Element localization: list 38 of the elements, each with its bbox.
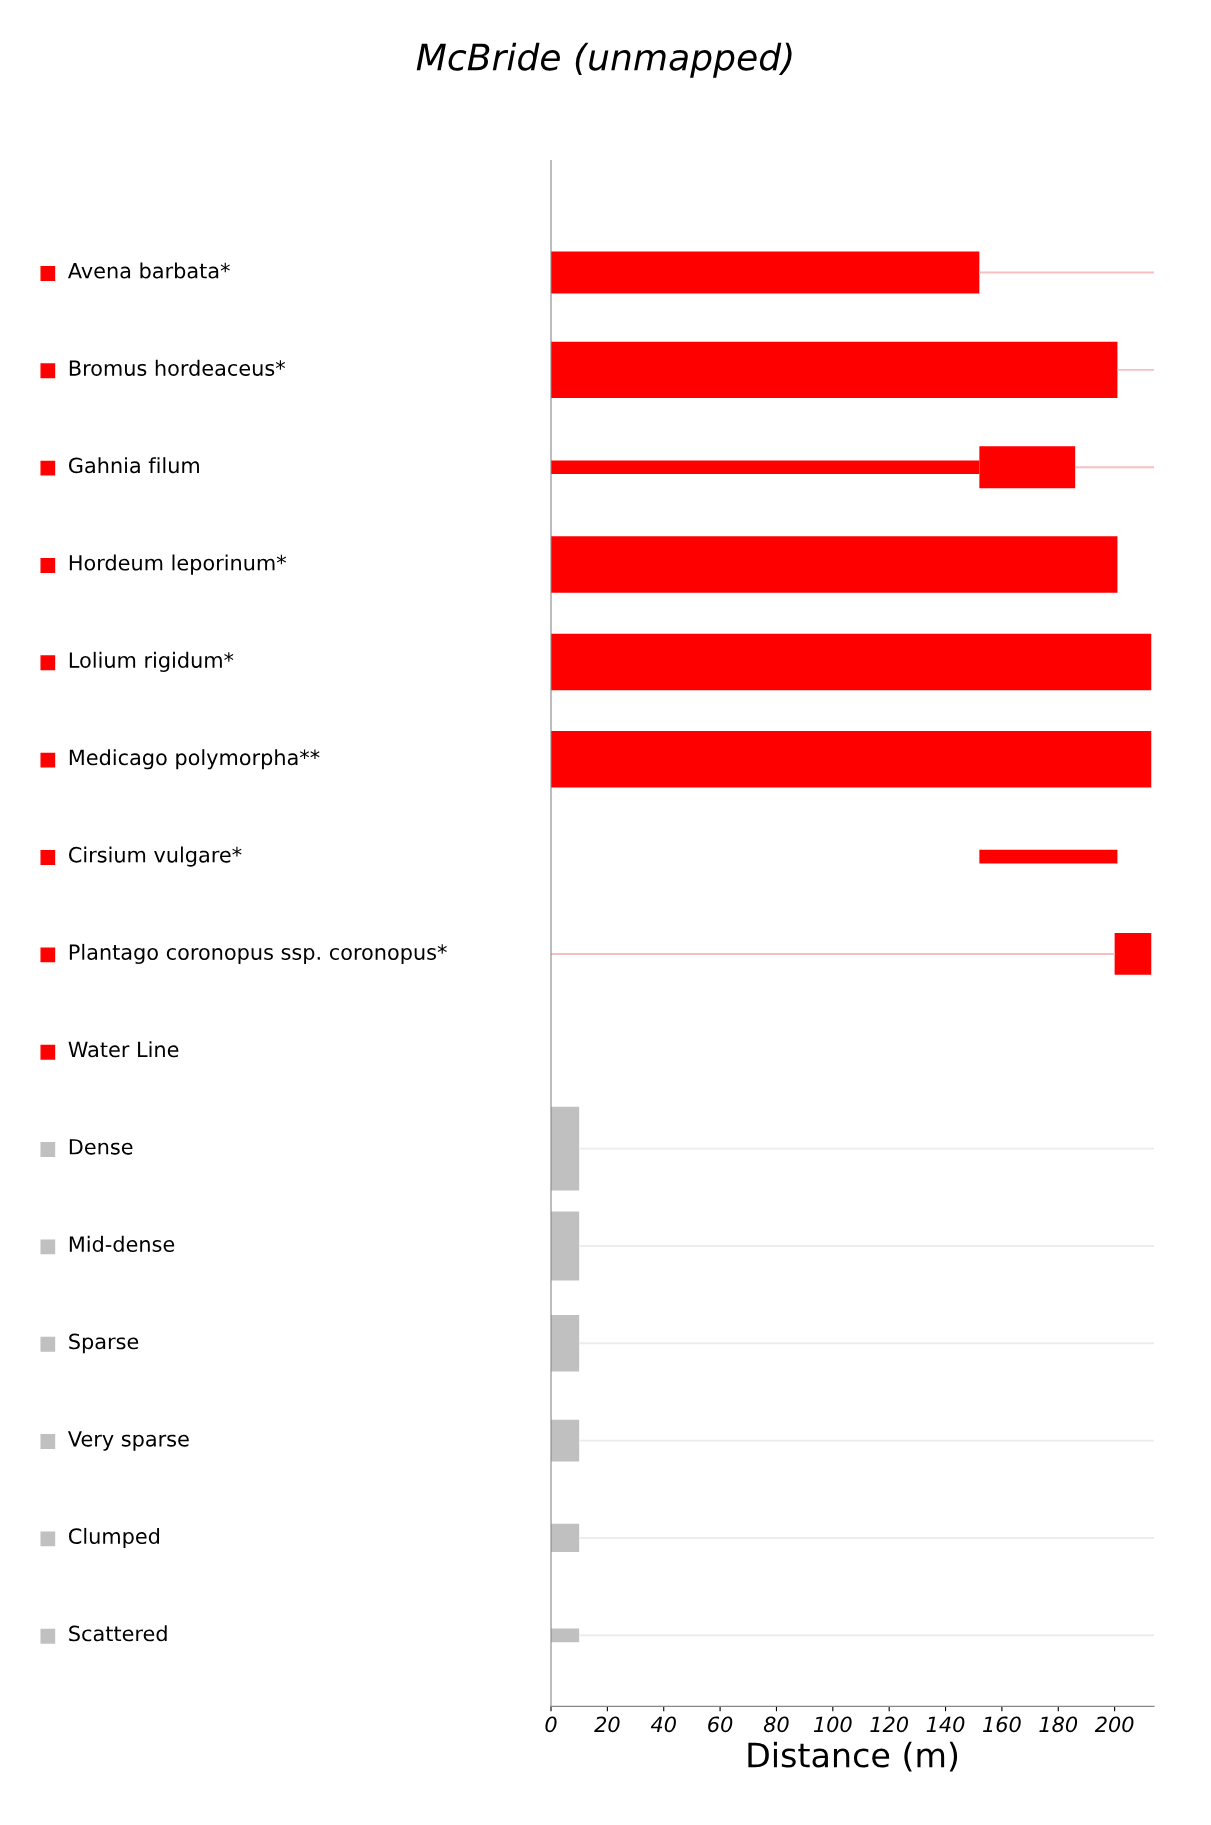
- y-tick-label: Cirsium vulgare*: [68, 846, 242, 867]
- y-tick-label: Gahnia filum: [68, 457, 199, 474]
- y-tick-label: Medicago polymorpha**: [69, 749, 320, 770]
- y-tick-label: Hordeum leporinum*: [69, 554, 287, 575]
- x-tick-label: 120: [870, 1716, 909, 1733]
- x-tick-label: 100: [813, 1716, 852, 1733]
- x-axis-title: Distance (m): [748, 1741, 958, 1772]
- y-tick-label: Bromus hordeaceus*: [69, 359, 286, 376]
- y-tick-label: Avena barbata*: [67, 262, 230, 279]
- bar: [551, 536, 1118, 593]
- x-tick-label: 20: [594, 1716, 620, 1733]
- y-tick-label: Plantago coronopus ssp. coronopus*: [69, 943, 447, 965]
- y-tick-label: Clumped: [68, 1527, 160, 1549]
- x-tick-label: 140: [926, 1716, 965, 1733]
- y-tick-label: Mid-dense: [69, 1235, 175, 1252]
- y-tick-label: Lolium rigidum*: [69, 651, 234, 672]
- x-tick-label: 200: [1094, 1716, 1134, 1733]
- bar: [551, 633, 1152, 691]
- x-tick-label: 0: [545, 1716, 557, 1733]
- y-tick-label: Sparse: [69, 1333, 139, 1354]
- y-tick-label: Scattered: [69, 1625, 167, 1642]
- bar: [551, 1523, 580, 1553]
- bar: [551, 731, 1152, 788]
- x-tick-label: 180: [1039, 1716, 1078, 1733]
- y-tick-label: Dense: [69, 1139, 133, 1155]
- x-tick-label: 60: [708, 1716, 733, 1733]
- y-tick-label: Water Line: [68, 1041, 179, 1058]
- bar: [551, 341, 1118, 399]
- bar: [1114, 933, 1152, 975]
- bar: [979, 849, 1118, 864]
- y-tick-label: Very sparse: [67, 1431, 189, 1451]
- x-tick-label: 80: [763, 1716, 789, 1733]
- bar: [551, 251, 980, 294]
- x-tick-label: 40: [650, 1716, 676, 1733]
- x-tick-label: 160: [983, 1716, 1021, 1733]
- bar: [551, 1106, 580, 1191]
- chart-title: McBride (unmapped): [416, 42, 792, 78]
- bar: [551, 1211, 580, 1281]
